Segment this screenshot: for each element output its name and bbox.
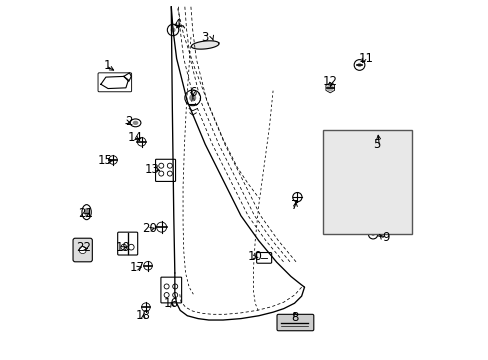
Circle shape <box>170 27 175 32</box>
Text: 7: 7 <box>290 198 298 212</box>
Polygon shape <box>191 41 219 49</box>
Circle shape <box>189 94 196 102</box>
Circle shape <box>343 170 349 176</box>
Text: 1: 1 <box>103 59 110 72</box>
Text: 21: 21 <box>78 207 93 220</box>
Text: 19: 19 <box>115 241 130 255</box>
FancyBboxPatch shape <box>155 159 175 181</box>
Circle shape <box>370 233 374 236</box>
Text: 10: 10 <box>247 250 262 263</box>
FancyBboxPatch shape <box>73 238 92 262</box>
Text: 20: 20 <box>142 222 157 235</box>
Text: 13: 13 <box>144 163 159 176</box>
Text: 16: 16 <box>163 297 179 310</box>
Polygon shape <box>101 76 128 89</box>
Text: 6: 6 <box>188 86 196 99</box>
Text: 12: 12 <box>322 75 337 88</box>
Text: 2: 2 <box>124 114 132 127</box>
Polygon shape <box>123 73 131 81</box>
Text: 18: 18 <box>135 309 150 322</box>
FancyBboxPatch shape <box>161 277 181 303</box>
Circle shape <box>326 84 333 91</box>
FancyBboxPatch shape <box>276 314 313 331</box>
Text: 9: 9 <box>381 231 388 244</box>
Text: 8: 8 <box>290 311 298 324</box>
Text: 17: 17 <box>130 261 144 274</box>
Text: 5: 5 <box>372 138 380 151</box>
Circle shape <box>79 247 86 253</box>
FancyBboxPatch shape <box>348 167 372 190</box>
Circle shape <box>357 63 361 67</box>
Bar <box>323 130 411 234</box>
Text: 14: 14 <box>128 131 143 144</box>
Text: 22: 22 <box>76 241 91 255</box>
Ellipse shape <box>132 121 138 125</box>
Text: 3: 3 <box>201 31 208 44</box>
FancyBboxPatch shape <box>98 73 131 92</box>
FancyBboxPatch shape <box>118 232 138 255</box>
FancyBboxPatch shape <box>256 252 271 263</box>
Text: 15: 15 <box>98 154 112 167</box>
Text: 4: 4 <box>173 18 180 31</box>
Text: 11: 11 <box>358 52 373 65</box>
Ellipse shape <box>84 208 89 216</box>
